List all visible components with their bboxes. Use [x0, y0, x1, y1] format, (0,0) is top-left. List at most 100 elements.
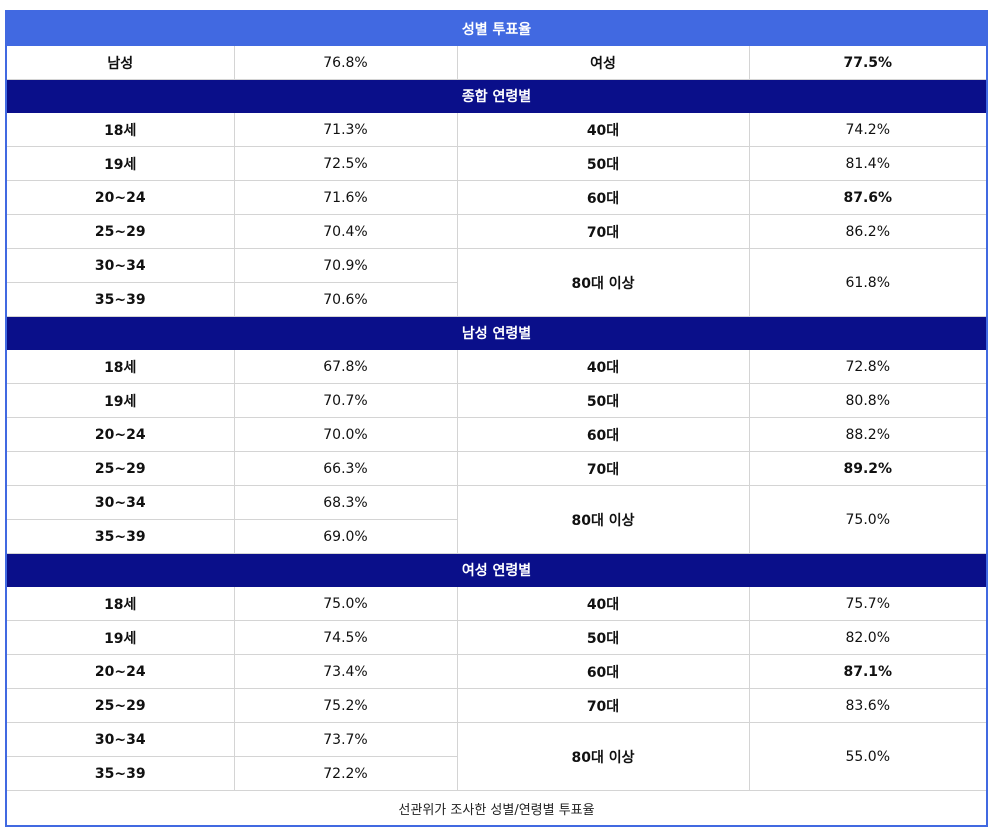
- age-value: 70.4%: [233, 214, 458, 249]
- age-label: 18세: [5, 349, 235, 384]
- section-heading-row: 종합 연령별: [5, 79, 988, 113]
- gender-row: 남성 76.8% 여성 77.5%: [5, 45, 988, 80]
- section-heading-male: 남성 연령별: [5, 316, 988, 350]
- age-label: 30~34: [5, 248, 235, 283]
- age-label: 35~39: [5, 519, 235, 554]
- age-label: 60대: [456, 180, 750, 215]
- age-label: 35~39: [5, 282, 235, 317]
- age-value: 71.6%: [233, 180, 458, 215]
- table-row: 35~39 70.6%: [5, 282, 987, 317]
- age-value: 55.0%: [748, 722, 988, 791]
- section-heading-row: 여성 연령별: [5, 553, 988, 587]
- age-value: 87.1%: [748, 654, 988, 689]
- turnout-table-wrapper: 성별 투표율 남성 76.8% 여성 77.5% 종합 연령별 18세 71.3…: [5, 10, 989, 827]
- age-label: 40대: [456, 349, 750, 384]
- age-value: 83.6%: [748, 688, 988, 723]
- age-value: 82.0%: [748, 620, 988, 655]
- age-value: 89.2%: [748, 451, 988, 486]
- table-row: 25~29 75.2% 70대 83.6%: [5, 688, 988, 723]
- section-heading-female: 여성 연령별: [5, 553, 988, 587]
- section-heading-row: 남성 연령별: [5, 316, 988, 350]
- age-label: 35~39: [5, 756, 235, 791]
- age-value: 81.4%: [748, 146, 988, 181]
- table-row: 25~29 70.4% 70대 86.2%: [5, 214, 988, 249]
- age-value: 75.2%: [233, 688, 458, 723]
- female-label: 여성: [456, 45, 750, 80]
- caption-row: 선관위가 조사한 성별/연령별 투표율: [5, 790, 988, 827]
- table-row: 19세 74.5% 50대 82.0%: [5, 620, 988, 655]
- age-value: 86.2%: [748, 214, 988, 249]
- table-row: 20~24 73.4% 60대 87.1%: [5, 654, 988, 689]
- age-value: 71.3%: [233, 112, 458, 147]
- age-value: 72.5%: [233, 146, 458, 181]
- age-label: 40대: [456, 112, 750, 147]
- age-label: 40대: [456, 586, 750, 621]
- age-label: 20~24: [5, 180, 235, 215]
- turnout-table: 성별 투표율 남성 76.8% 여성 77.5% 종합 연령별 18세 71.3…: [5, 10, 989, 827]
- age-label: 19세: [5, 383, 235, 418]
- age-value: 69.0%: [233, 519, 458, 554]
- age-label: 80대 이상: [456, 722, 750, 791]
- age-value: 74.5%: [233, 620, 458, 655]
- table-row: 19세 72.5% 50대 81.4%: [5, 146, 988, 181]
- age-label: 80대 이상: [456, 485, 750, 554]
- table-row: 19세 70.7% 50대 80.8%: [5, 383, 988, 418]
- male-label: 남성: [5, 45, 235, 80]
- age-label: 20~24: [5, 417, 235, 452]
- age-label: 19세: [5, 620, 235, 655]
- age-value: 70.6%: [233, 282, 458, 317]
- male-value: 76.8%: [233, 45, 458, 80]
- age-label: 18세: [5, 586, 235, 621]
- age-value: 87.6%: [748, 180, 988, 215]
- age-label: 50대: [456, 620, 750, 655]
- age-label: 25~29: [5, 688, 235, 723]
- age-label: 70대: [456, 214, 750, 249]
- age-value: 75.0%: [748, 485, 988, 554]
- section-heading-overall: 종합 연령별: [5, 79, 988, 113]
- age-label: 50대: [456, 146, 750, 181]
- table-row: 30~34 68.3% 80대 이상 75.0%: [5, 485, 988, 554]
- age-label: 80대 이상: [456, 248, 750, 317]
- age-label: 70대: [456, 451, 750, 486]
- age-value: 73.7%: [233, 722, 458, 757]
- age-value: 74.2%: [748, 112, 988, 147]
- table-caption: 선관위가 조사한 성별/연령별 투표율: [5, 790, 988, 827]
- age-value: 68.3%: [233, 485, 458, 520]
- age-value: 88.2%: [748, 417, 988, 452]
- female-value: 77.5%: [748, 45, 988, 80]
- age-label: 19세: [5, 146, 235, 181]
- age-value: 70.0%: [233, 417, 458, 452]
- table-row: 18세 75.0% 40대 75.7%: [5, 586, 988, 621]
- age-value: 70.9%: [233, 248, 458, 283]
- table-row: 20~24 71.6% 60대 87.6%: [5, 180, 988, 215]
- age-label: 70대: [456, 688, 750, 723]
- table-row: 30~34 73.7% 80대 이상 55.0%: [5, 722, 988, 791]
- table-row: 35~39 69.0%: [5, 519, 987, 554]
- table-row: 35~39 72.2%: [5, 756, 987, 791]
- age-label: 60대: [456, 654, 750, 689]
- age-label: 20~24: [5, 654, 235, 689]
- table-title-row: 성별 투표율: [5, 10, 988, 46]
- age-label: 18세: [5, 112, 235, 147]
- table-row: 18세 67.8% 40대 72.8%: [5, 349, 988, 384]
- table-title: 성별 투표율: [5, 10, 988, 46]
- age-value: 80.8%: [748, 383, 988, 418]
- age-value: 61.8%: [748, 248, 988, 317]
- age-value: 70.7%: [233, 383, 458, 418]
- age-value: 67.8%: [233, 349, 458, 384]
- age-value: 66.3%: [233, 451, 458, 486]
- age-label: 30~34: [5, 485, 235, 520]
- table-row: 25~29 66.3% 70대 89.2%: [5, 451, 988, 486]
- age-label: 50대: [456, 383, 750, 418]
- age-value: 75.0%: [233, 586, 458, 621]
- age-label: 30~34: [5, 722, 235, 757]
- age-value: 72.8%: [748, 349, 988, 384]
- age-value: 72.2%: [233, 756, 458, 791]
- age-label: 25~29: [5, 451, 235, 486]
- age-label: 60대: [456, 417, 750, 452]
- table-row: 20~24 70.0% 60대 88.2%: [5, 417, 988, 452]
- age-value: 75.7%: [748, 586, 988, 621]
- table-row: 30~34 70.9% 80대 이상 61.8%: [5, 248, 988, 317]
- age-label: 25~29: [5, 214, 235, 249]
- table-row: 18세 71.3% 40대 74.2%: [5, 112, 988, 147]
